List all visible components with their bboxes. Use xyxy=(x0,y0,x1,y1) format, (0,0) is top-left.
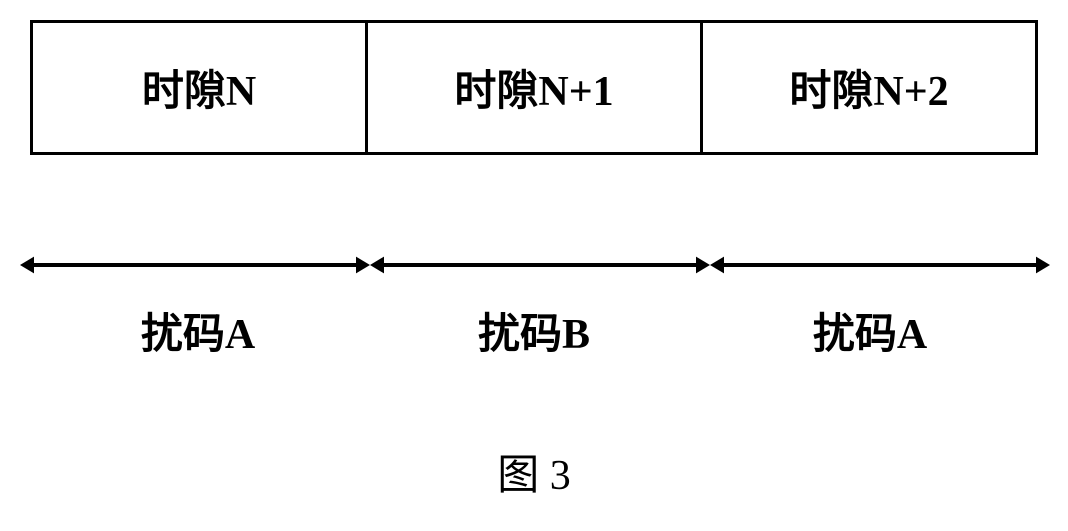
timeslot-n2: 时隙N+2 xyxy=(703,23,1035,152)
timeslot-scrambling-diagram: 时隙N 时隙N+1 时隙N+2 扰码A 扰码B 扰码A 图 3 xyxy=(0,20,1068,502)
scrambling-code-b: 扰码B xyxy=(366,300,702,361)
scrambling-labels-row: 扰码A 扰码B 扰码A xyxy=(30,300,1038,361)
scrambling-code-a-right: 扰码A xyxy=(702,300,1038,361)
timeslot-n1: 时隙N+1 xyxy=(368,23,703,152)
arrows-section xyxy=(0,245,1068,285)
double-arrows-svg xyxy=(0,245,1068,285)
timeslot-row: 时隙N 时隙N+1 时隙N+2 xyxy=(30,20,1038,155)
timeslot-n: 时隙N xyxy=(33,23,368,152)
figure-caption: 图 3 xyxy=(0,441,1068,502)
scrambling-code-a-left: 扰码A xyxy=(30,300,366,361)
